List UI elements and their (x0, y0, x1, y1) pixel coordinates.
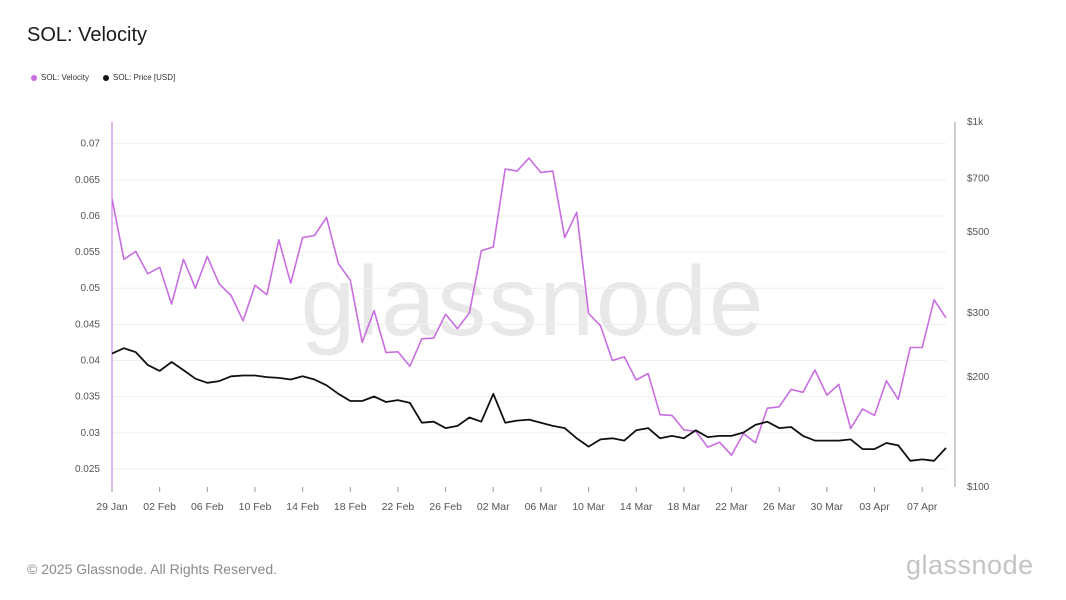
x-tick-label: 10 Mar (572, 501, 605, 513)
y-right-tick-label: $500 (967, 227, 990, 238)
x-tick-label: 18 Feb (334, 501, 367, 513)
x-tick-label: 29 Jan (96, 501, 128, 513)
y-left-tick-label: 0.065 (75, 175, 100, 186)
chart-title: SOL: Velocity (27, 24, 148, 46)
x-tick-label: 26 Mar (763, 501, 796, 513)
series-line-velocity (111, 157, 947, 457)
y-right-tick-label: $1k (967, 117, 984, 128)
y-left-tick-label: 0.04 (81, 356, 101, 367)
x-tick-label: 07 Apr (907, 501, 938, 513)
x-tick-label: 10 Feb (239, 501, 272, 513)
x-tick-label: 06 Feb (191, 501, 224, 513)
y-left-tick-label: 0.05 (81, 283, 101, 294)
y-right-tick-label: $300 (967, 308, 990, 319)
x-tick-label: 14 Feb (286, 501, 319, 513)
y-left-tick-label: 0.03 (81, 428, 101, 439)
series-line-price (111, 347, 947, 462)
gridlines (112, 143, 946, 470)
x-tick-label: 22 Mar (715, 501, 748, 513)
legend-item-velocity[interactable]: SOL: Velocity (31, 73, 89, 82)
legend-item-price[interactable]: SOL: Price [USD] (103, 73, 175, 82)
copyright-footer: © 2025 Glassnode. All Rights Reserved. (27, 561, 278, 577)
y-right-tick-label: $700 (967, 174, 990, 185)
x-tick-label: 26 Feb (429, 501, 462, 513)
y-left-tick-label: 0.055 (75, 247, 100, 258)
x-tick-label: 03 Apr (859, 501, 890, 513)
watermark: glassnode (301, 246, 766, 356)
legend-label-price: SOL: Price [USD] (113, 73, 176, 82)
legend-dot-price (103, 74, 110, 81)
brand-logo: glassnode (906, 550, 1034, 580)
x-tick-label: 02 Feb (143, 501, 176, 513)
y-left-tick-label: 0.025 (75, 464, 100, 475)
y-left-tick-label: 0.045 (75, 319, 100, 330)
legend-dot-velocity (31, 74, 37, 81)
x-tick-label: 14 Mar (620, 501, 653, 513)
x-tick-label: 22 Feb (382, 501, 415, 513)
x-tick-label: 30 Mar (811, 501, 844, 513)
y-right-tick-label: $100 (967, 482, 990, 493)
y-right-tick-label: $200 (967, 372, 990, 383)
y-left-tick-label: 0.035 (75, 392, 100, 403)
y-left-tick-label: 0.06 (81, 211, 101, 222)
legend: SOL: Velocity SOL: Price [USD] (31, 73, 175, 82)
legend-label-velocity: SOL: Velocity (41, 73, 90, 82)
axes: 0.025 0.03 0.035 0.04 0.045 0.05 0.055 0.06 0.06… (75, 117, 990, 513)
x-tick-label: 06 Mar (525, 501, 558, 513)
x-tick-label: 18 Mar (668, 501, 701, 513)
y-left-tick-label: 0.07 (81, 139, 101, 150)
series-group (111, 157, 947, 462)
x-tick-label: 02 Mar (477, 501, 510, 513)
